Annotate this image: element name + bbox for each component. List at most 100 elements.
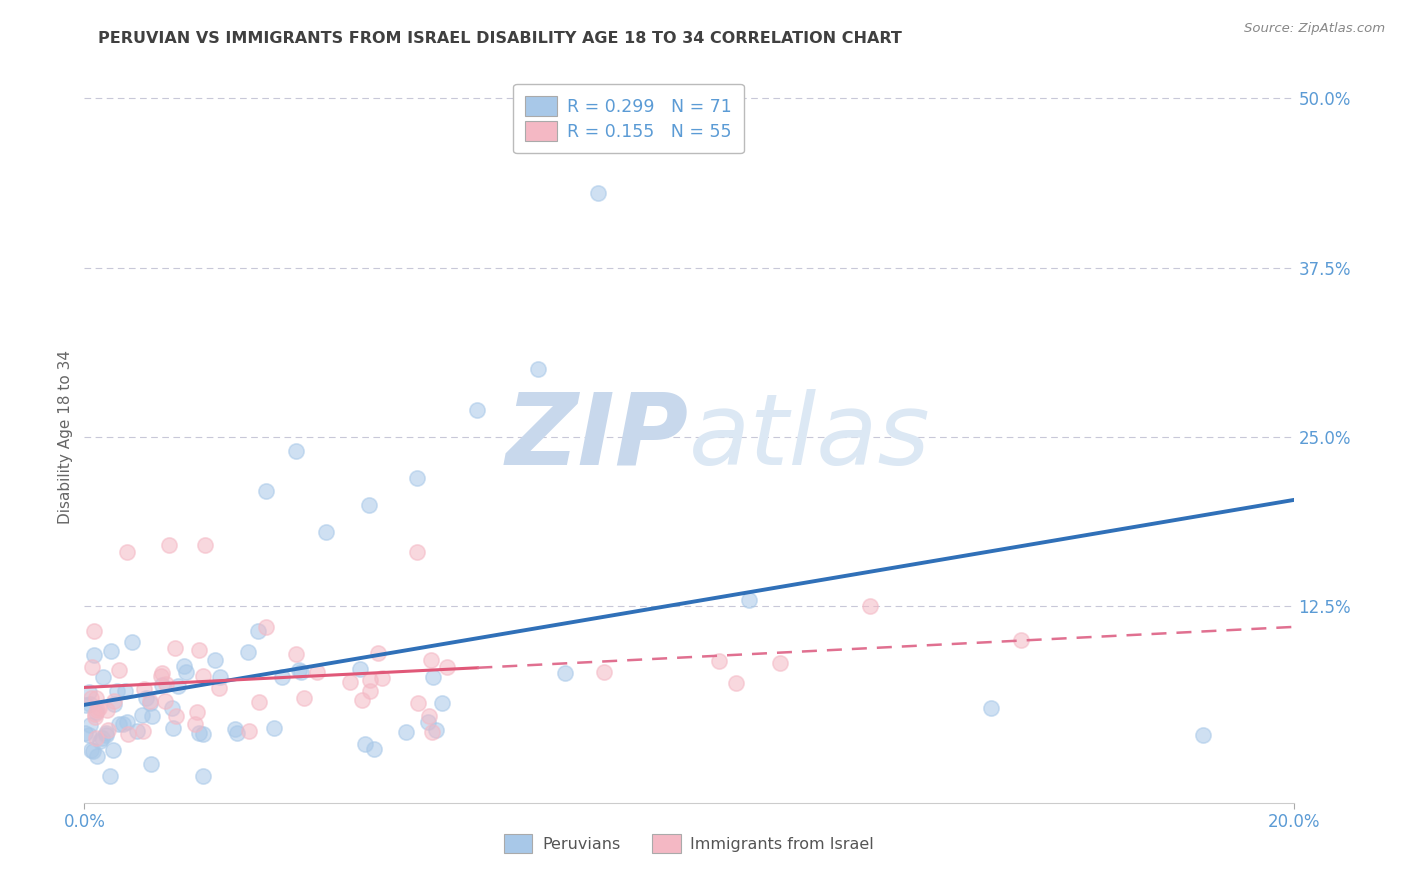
- Point: [84, 709, 107, 723]
- Point: [588, 186, 610, 201]
- Point: [349, 662, 371, 676]
- Point: [89, 701, 111, 715]
- Point: [83, 648, 105, 663]
- Point: [101, 743, 124, 757]
- Point: [86, 703, 108, 717]
- Point: [204, 652, 226, 666]
- Point: [187, 643, 209, 657]
- Point: [247, 695, 270, 709]
- Point: [186, 705, 208, 719]
- Point: [187, 725, 209, 739]
- Point: [315, 524, 337, 539]
- Point: [738, 592, 761, 607]
- Point: [94, 728, 117, 742]
- Point: [103, 697, 125, 711]
- Point: [80, 690, 103, 705]
- Point: [238, 723, 260, 738]
- Point: [111, 717, 134, 731]
- Y-axis label: Disability Age 18 to 34: Disability Age 18 to 34: [58, 350, 73, 524]
- Point: [725, 676, 748, 690]
- Point: [155, 694, 177, 708]
- Point: [84, 691, 107, 706]
- Point: [285, 647, 308, 661]
- Point: [224, 723, 246, 737]
- Point: [115, 714, 138, 729]
- Point: [73, 726, 96, 740]
- Point: [150, 678, 173, 692]
- Point: [357, 498, 380, 512]
- Point: [436, 660, 458, 674]
- Point: [363, 742, 385, 756]
- Point: [238, 645, 260, 659]
- Point: [416, 714, 439, 729]
- Point: [422, 670, 444, 684]
- Point: [467, 403, 489, 417]
- Point: [226, 725, 249, 739]
- Point: [292, 690, 315, 705]
- Point: [290, 665, 312, 679]
- Point: [193, 727, 215, 741]
- Point: [208, 669, 231, 683]
- Point: [107, 716, 129, 731]
- Point: [108, 664, 131, 678]
- Point: [395, 725, 418, 739]
- Point: [117, 727, 139, 741]
- Point: [114, 684, 136, 698]
- Point: [165, 709, 187, 723]
- Legend: Peruvians, Immigrants from Israel: Peruvians, Immigrants from Israel: [496, 826, 882, 861]
- Point: [208, 681, 231, 695]
- Text: Source: ZipAtlas.com: Source: ZipAtlas.com: [1244, 22, 1385, 36]
- Text: atlas: atlas: [689, 389, 931, 485]
- Point: [246, 624, 269, 639]
- Point: [80, 743, 103, 757]
- Point: [1192, 728, 1215, 742]
- Point: [82, 744, 104, 758]
- Point: [83, 624, 105, 638]
- Point: [160, 701, 183, 715]
- Point: [91, 731, 114, 746]
- Point: [430, 696, 453, 710]
- Point: [157, 538, 180, 552]
- Point: [91, 670, 114, 684]
- Point: [184, 717, 207, 731]
- Point: [83, 707, 105, 722]
- Point: [149, 669, 172, 683]
- Point: [980, 701, 1002, 715]
- Point: [406, 696, 429, 710]
- Point: [105, 683, 128, 698]
- Point: [174, 665, 197, 680]
- Point: [89, 734, 111, 748]
- Point: [77, 685, 100, 699]
- Point: [98, 769, 121, 783]
- Point: [134, 681, 156, 696]
- Point: [75, 698, 97, 712]
- Point: [263, 721, 285, 735]
- Point: [360, 683, 382, 698]
- Point: [527, 362, 550, 376]
- Point: [285, 443, 308, 458]
- Point: [367, 647, 389, 661]
- Point: [418, 708, 440, 723]
- Point: [1011, 633, 1033, 648]
- Point: [100, 644, 122, 658]
- Point: [420, 724, 443, 739]
- Point: [86, 748, 108, 763]
- Point: [769, 657, 792, 671]
- Point: [131, 708, 153, 723]
- Point: [86, 731, 108, 745]
- Point: [77, 728, 100, 742]
- Point: [79, 718, 101, 732]
- Text: PERUVIAN VS IMMIGRANTS FROM ISRAEL DISABILITY AGE 18 TO 34 CORRELATION CHART: PERUVIAN VS IMMIGRANTS FROM ISRAEL DISAB…: [98, 31, 903, 46]
- Text: ZIP: ZIP: [506, 389, 689, 485]
- Point: [254, 620, 277, 634]
- Point: [191, 669, 214, 683]
- Point: [270, 670, 292, 684]
- Point: [150, 666, 173, 681]
- Point: [352, 693, 374, 707]
- Point: [125, 723, 148, 738]
- Point: [79, 698, 101, 712]
- Point: [305, 665, 328, 680]
- Point: [121, 635, 143, 649]
- Point: [135, 690, 157, 705]
- Point: [339, 675, 361, 690]
